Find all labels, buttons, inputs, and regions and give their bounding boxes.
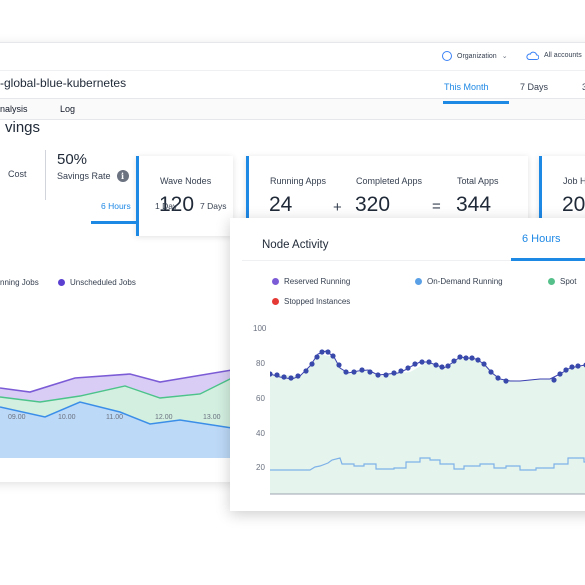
total-apps-value: 344 <box>456 193 492 216</box>
node-activity-card: Node Activity 6 Hours Reserved Running O… <box>230 218 585 511</box>
y-axis-label: 100 <box>253 324 267 333</box>
completed-apps-value: 320 <box>355 193 391 216</box>
reserved-running-points <box>270 349 585 384</box>
legend-dot <box>415 278 422 285</box>
legend-label: Unscheduled Jobs <box>70 278 136 287</box>
savings-rate-label: Savings Rate <box>57 171 111 181</box>
y-axis-label: 60 <box>256 394 265 403</box>
legend-dot <box>272 278 279 285</box>
completed-apps-label: Completed Apps <box>356 176 423 186</box>
wave-nodes-label: Wave Nodes <box>160 176 212 186</box>
top-bar: Organization ⌄ All accounts <box>0 43 585 71</box>
y-axis-label: 80 <box>256 359 265 368</box>
equals-sign: = <box>432 198 441 215</box>
x-axis-label: 09.00 <box>8 414 26 421</box>
jobs-value: 20 <box>562 193 585 216</box>
nav-tabs: nalysis Log <box>0 98 585 120</box>
savings-card <box>0 150 125 218</box>
tab-1-day[interactable]: 1 Day <box>155 201 178 211</box>
on-demand-running-line <box>270 457 585 471</box>
tab-6-hours[interactable]: 6 Hours <box>522 233 561 245</box>
card-accent <box>539 156 542 236</box>
plus-sign: + <box>333 199 342 216</box>
wave-nodes-value: 120 <box>159 193 195 216</box>
jobs-area-chart <box>0 369 232 458</box>
cluster-title: -global-blue-kubernetes <box>0 76 127 90</box>
chevron-down-icon: ⌄ <box>501 53 508 60</box>
legend-stopped-instances: Stopped Instances <box>272 297 350 306</box>
y-axis-label: 40 <box>256 429 265 438</box>
x-axis-label: 11.00 <box>106 414 123 421</box>
active-tab-indicator <box>91 221 139 224</box>
legend-on-demand-running: On-Demand Running <box>415 277 503 286</box>
legend-label: nning Jobs <box>0 278 39 287</box>
legend-label: Reserved Running <box>284 277 351 286</box>
tab-7-days[interactable]: 7 Days <box>200 201 227 211</box>
spot-area <box>270 354 585 494</box>
legend-spot: Spot <box>548 277 576 286</box>
tab-log[interactable]: Log <box>60 104 76 114</box>
savings-rate-value: 50% <box>57 151 88 168</box>
total-apps-label: Total Apps <box>457 176 499 186</box>
x-axis-label: 12.00 <box>155 414 173 421</box>
active-tab-indicator <box>443 101 509 104</box>
node-activity-title: Node Activity <box>262 239 329 251</box>
legend-label: On-Demand Running <box>427 277 503 286</box>
jobs-label: Job H <box>563 176 585 186</box>
running-jobs-area <box>0 402 232 458</box>
info-icon[interactable]: i <box>116 170 129 182</box>
tab-analysis[interactable]: nalysis <box>0 104 28 114</box>
savings-title: vings <box>5 119 41 136</box>
legend-label: Stopped Instances <box>284 297 351 306</box>
node-activity-chart <box>270 349 585 495</box>
legend-dot <box>58 279 65 286</box>
x-axis-label: 13.00 <box>203 414 221 421</box>
card-accent <box>136 156 139 236</box>
savings-rate: Savings Rate i <box>57 170 129 182</box>
accounts-selector[interactable]: All accounts <box>526 51 582 60</box>
legend-dot <box>548 278 555 285</box>
tab-30-days[interactable]: 3 <box>582 82 585 92</box>
tab-7-days[interactable]: 7 Days <box>520 82 549 92</box>
cost-label: Cost <box>8 169 27 179</box>
running-apps-label: Running Apps <box>270 176 327 186</box>
radio-circle-icon <box>442 51 452 61</box>
wave-nodes-card: Wave Nodes 120 <box>136 156 233 236</box>
tab-6-hours[interactable]: 6 Hours <box>101 201 131 211</box>
divider <box>45 150 46 200</box>
legend-label: Spot <box>560 277 577 286</box>
tab-this-month[interactable]: This Month <box>444 82 489 92</box>
organization-label: Organization <box>457 52 497 60</box>
legend-running-jobs: nning Jobs <box>0 278 39 287</box>
cloud-icon <box>526 51 539 60</box>
accounts-label: All accounts <box>544 52 582 59</box>
y-axis-label: 20 <box>256 463 265 472</box>
divider <box>242 260 585 261</box>
legend-reserved-running: Reserved Running <box>272 277 350 286</box>
organization-selector[interactable]: Organization ⌄ <box>442 51 508 61</box>
active-tab-indicator <box>511 258 585 261</box>
card-accent <box>246 156 249 236</box>
running-apps-value: 24 <box>269 193 293 216</box>
legend-dot <box>272 298 279 305</box>
x-axis-label: 10.00 <box>58 414 76 421</box>
legend-unscheduled-jobs: Unscheduled Jobs <box>58 278 136 287</box>
